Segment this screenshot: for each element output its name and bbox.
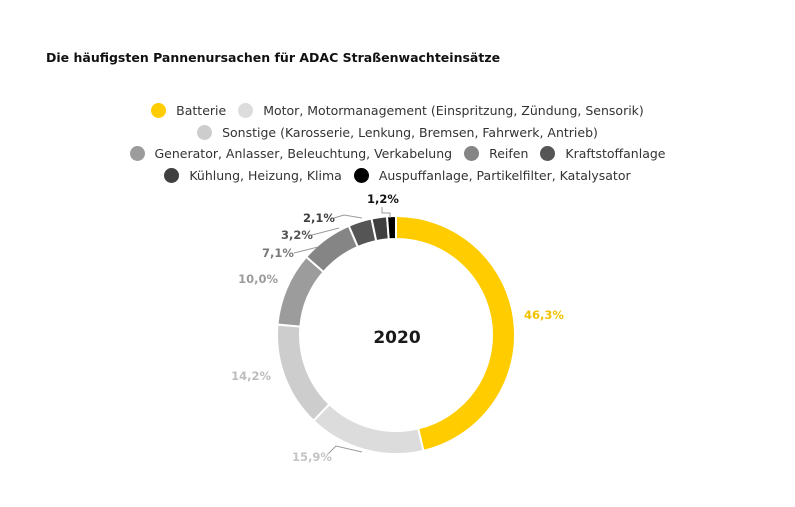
leader-line-8 <box>381 207 391 218</box>
donut-slice-4[interactable] <box>276 255 326 328</box>
data-label-4: 10,0% <box>238 272 278 286</box>
legend-label: Motor, Motormanagement (Einspritzung, Zü… <box>263 103 644 119</box>
chart-legend: Batterie Motor, Motormanagement (Einspri… <box>0 100 795 186</box>
leader-line-2 <box>327 445 363 455</box>
legend-item-sonstige[interactable]: Sonstige (Karosserie, Lenkung, Bremsen, … <box>197 124 598 140</box>
legend-row-4: Kühlung, Heizung, Klima Auspuffanlage, P… <box>0 165 795 187</box>
data-label-1: 46,3% <box>524 308 564 322</box>
legend-marker <box>238 103 254 119</box>
data-labels: 46,3% 15,9% 14,2% 10,0% 7,1% 3,2% 2,1% 1,2% <box>231 192 564 464</box>
legend-item-batterie[interactable]: Batterie <box>151 103 227 119</box>
legend-label: Kraftstoffanlage <box>565 146 666 162</box>
legend-marker <box>540 146 556 162</box>
legend-label: Batterie <box>176 103 227 119</box>
legend-marker <box>353 167 369 183</box>
chart-title: Die häufigsten Pannenursachen für ADAC S… <box>46 50 501 65</box>
legend-label: Auspuffanlage, Partikelfilter, Katalysat… <box>378 167 631 183</box>
legend-item-auspuff[interactable]: Auspuffanlage, Partikelfilter, Katalysat… <box>353 167 631 183</box>
legend-marker <box>164 167 180 183</box>
legend-row-2: Sonstige (Karosserie, Lenkung, Bremsen, … <box>0 122 795 144</box>
legend-label: Sonstige (Karosserie, Lenkung, Bremsen, … <box>222 124 598 140</box>
donut-slice-8[interactable] <box>385 214 397 241</box>
legend-row-3: Generator, Anlasser, Beleuchtung, Verkab… <box>0 143 795 165</box>
data-label-5: 7,1% <box>262 246 294 260</box>
leader-line-5 <box>293 246 319 254</box>
legend-item-reifen[interactable]: Reifen <box>464 146 529 162</box>
data-label-7: 2,1% <box>303 211 335 225</box>
legend-item-generator[interactable]: Generator, Anlasser, Beleuchtung, Verkab… <box>129 146 453 162</box>
label-leader-lines <box>293 207 391 455</box>
legend-item-kuehlung[interactable]: Kühlung, Heizung, Klima <box>164 167 342 183</box>
legend-label: Reifen <box>489 146 529 162</box>
leader-line-6 <box>311 227 340 236</box>
donut-slices <box>276 214 516 455</box>
legend-row-1: Batterie Motor, Motormanagement (Einspri… <box>0 100 795 122</box>
donut-slice-2[interactable] <box>312 402 425 455</box>
legend-marker <box>129 146 145 162</box>
leader-line-7 <box>333 214 363 219</box>
data-label-8: 1,2% <box>367 192 399 206</box>
legend-item-kraftstoff[interactable]: Kraftstoffanlage <box>540 146 666 162</box>
center-year-label: 2020 <box>373 328 420 348</box>
data-label-2: 15,9% <box>292 450 332 464</box>
legend-label: Generator, Anlasser, Beleuchtung, Verkab… <box>154 146 453 162</box>
legend-label: Kühlung, Heizung, Klima <box>189 167 342 183</box>
legend-marker <box>464 146 480 162</box>
data-label-3: 14,2% <box>231 369 271 383</box>
legend-marker <box>151 103 167 119</box>
donut-slice-3[interactable] <box>276 323 331 423</box>
data-label-6: 3,2% <box>281 228 313 242</box>
legend-item-motor[interactable]: Motor, Motormanagement (Einspritzung, Zü… <box>238 103 644 119</box>
legend-marker <box>197 124 213 140</box>
